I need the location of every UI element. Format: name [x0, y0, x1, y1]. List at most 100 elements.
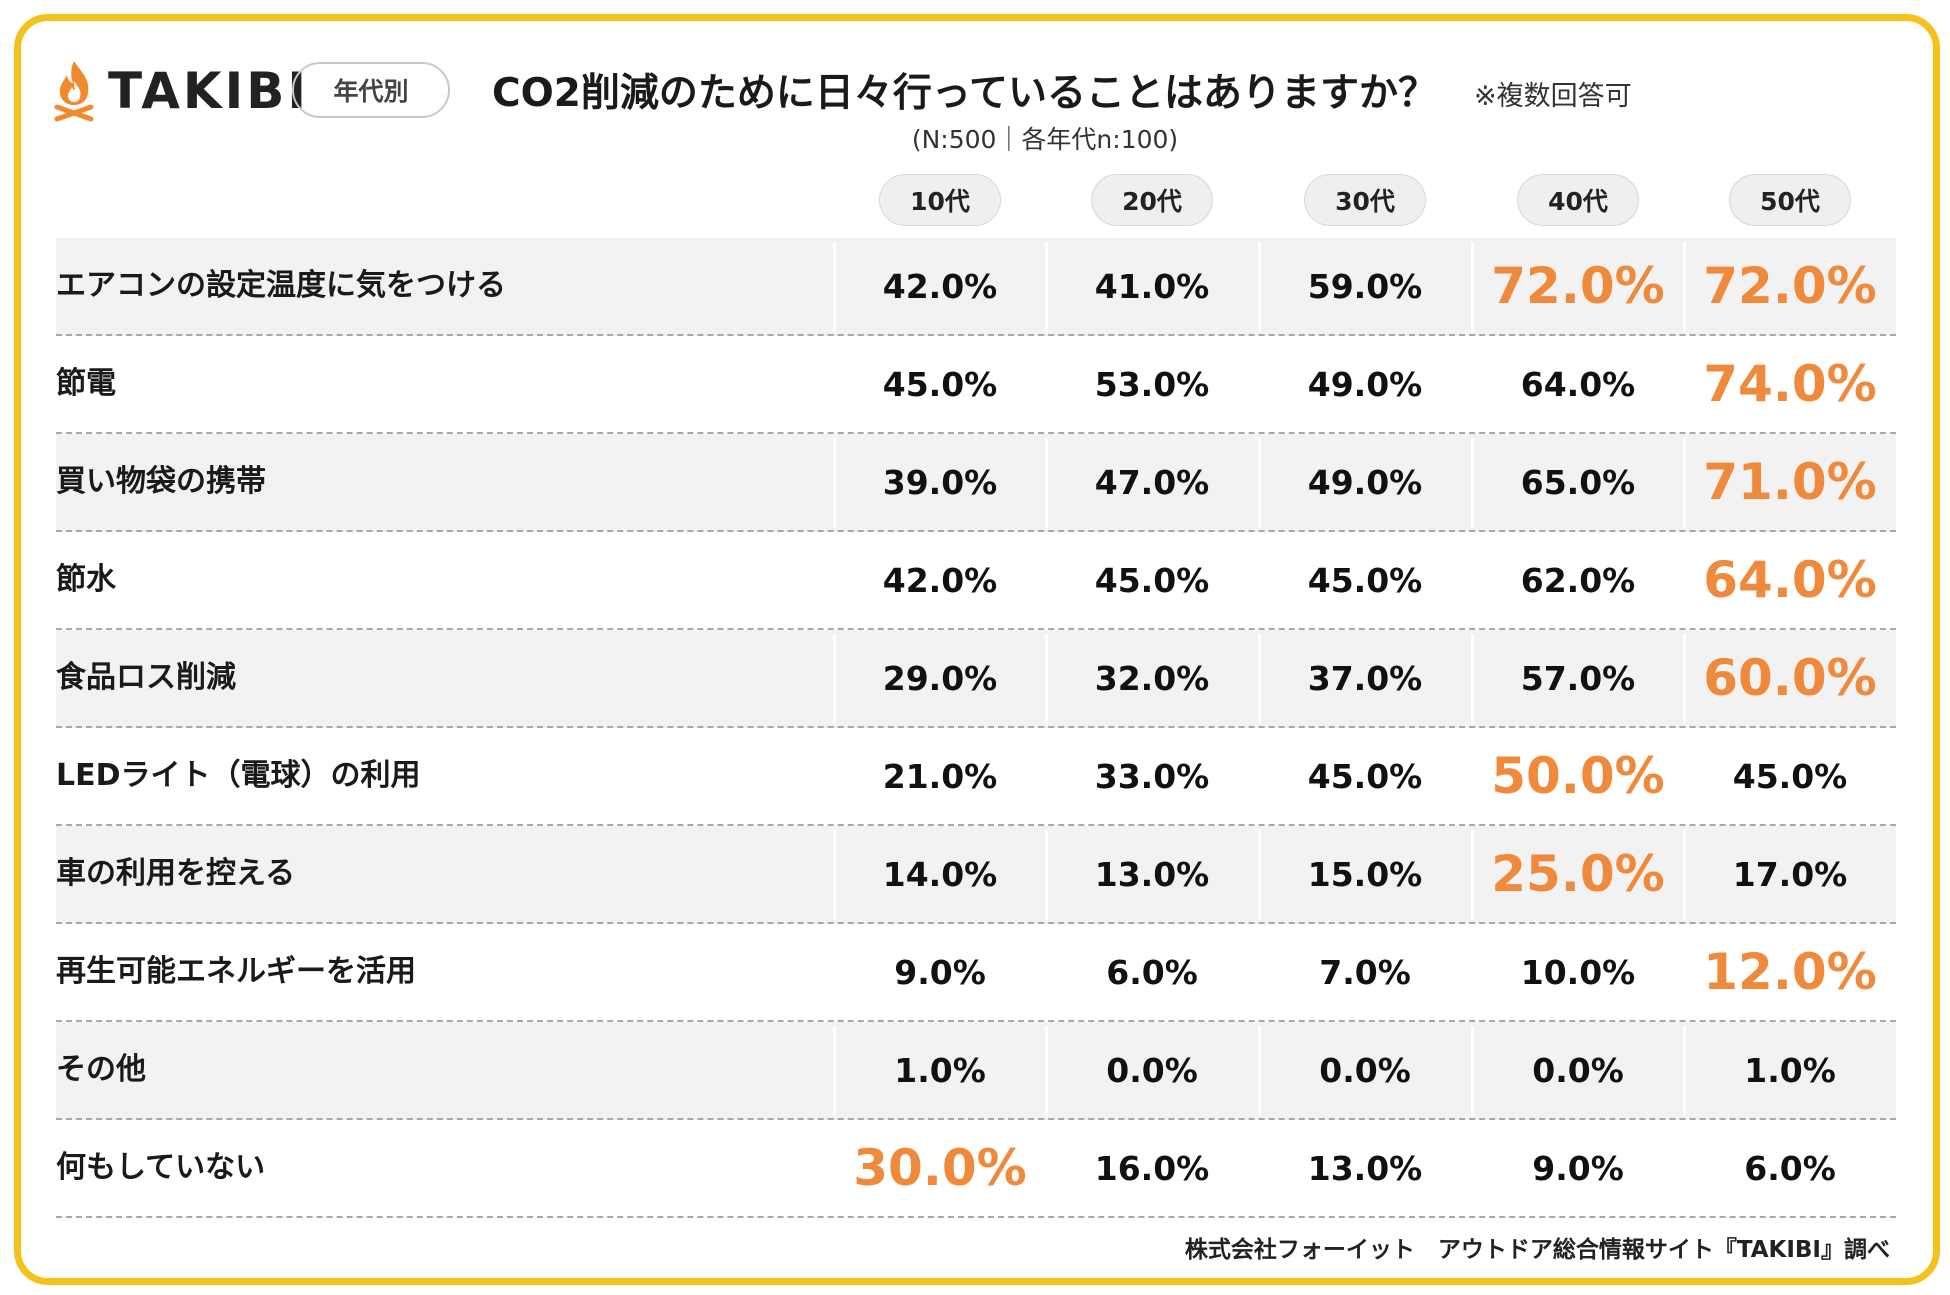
value-cell: 49.0% [1307, 364, 1423, 404]
value-cell: 0.0% [1106, 1050, 1198, 1090]
column-separator [1258, 1026, 1261, 1116]
table-row: 食品ロス削減 29.0% 32.0% 37.0% 57.0% 60.0% [56, 630, 1896, 728]
chart-subtitle: (N:500｜各年代n:100) [911, 125, 1179, 154]
column-separator [1045, 830, 1048, 920]
table-row: 再生可能エネルギーを活用 9.0% 6.0% 7.0% 10.0% 12.0% [56, 924, 1896, 1022]
column-separator [1045, 438, 1048, 528]
table-row: その他 1.0% 0.0% 0.0% 0.0% 1.0% [56, 1022, 1896, 1120]
value-cell: 33.0% [1094, 756, 1210, 796]
value-cell: 45.0% [1732, 756, 1848, 796]
table-row: 買い物袋の携帯 39.0% 47.0% 49.0% 65.0% 71.0% [56, 434, 1896, 532]
column-separator [1471, 438, 1474, 528]
column-header: 30代 [1304, 174, 1426, 226]
highlighted-value-cell: 50.0% [1491, 747, 1665, 805]
highlighted-value-cell: 72.0% [1703, 257, 1877, 315]
row-label: 節水 [56, 562, 116, 597]
value-cell: 64.0% [1520, 364, 1636, 404]
value-cell: 29.0% [882, 658, 998, 698]
column-header: 20代 [1091, 174, 1213, 226]
value-cell: 53.0% [1094, 364, 1210, 404]
value-cell: 47.0% [1094, 462, 1210, 502]
value-cell: 9.0% [1532, 1148, 1624, 1188]
row-label: 再生可能エネルギーを活用 [56, 954, 416, 989]
value-cell: 42.0% [882, 266, 998, 306]
value-cell: 59.0% [1307, 266, 1423, 306]
row-label: 節電 [56, 366, 116, 401]
column-header: 10代 [879, 174, 1001, 226]
value-cell: 41.0% [1094, 266, 1210, 306]
column-separator [1471, 242, 1474, 332]
row-label: 買い物袋の携帯 [56, 464, 266, 499]
value-cell: 7.0% [1319, 952, 1411, 992]
table-row: 節水 42.0% 45.0% 45.0% 62.0% 64.0% [56, 532, 1896, 630]
value-cell: 45.0% [1307, 560, 1423, 600]
value-cell: 21.0% [882, 756, 998, 796]
campfire-icon [54, 61, 94, 122]
column-separator [1683, 242, 1686, 332]
value-cell: 14.0% [882, 854, 998, 894]
value-cell: 57.0% [1520, 658, 1636, 698]
value-cell: 0.0% [1319, 1050, 1411, 1090]
value-cell: 6.0% [1744, 1148, 1836, 1188]
table-row: LEDライト（電球）の利用 21.0% 33.0% 45.0% 50.0% 45.0% [56, 728, 1896, 826]
row-label: 何もしていない [56, 1150, 266, 1185]
column-header: 50代 [1729, 174, 1851, 226]
value-cell: 45.0% [1307, 756, 1423, 796]
row-label: その他 [56, 1052, 146, 1087]
highlighted-value-cell: 71.0% [1703, 453, 1877, 511]
highlighted-value-cell: 60.0% [1703, 649, 1877, 707]
row-label: エアコンの設定温度に気をつける [56, 268, 506, 303]
table-row: 節電 45.0% 53.0% 49.0% 64.0% 74.0% [56, 336, 1896, 434]
value-cell: 45.0% [1094, 560, 1210, 600]
value-cell: 49.0% [1307, 462, 1423, 502]
column-separator [1683, 438, 1686, 528]
table-row: 何もしていない 30.0% 16.0% 13.0% 9.0% 6.0% [56, 1120, 1896, 1218]
highlighted-value-cell: 74.0% [1703, 355, 1877, 413]
chart-title: CO2削減のために日々行っていることはありますか？ [492, 71, 1437, 116]
row-label: 食品ロス削減 [56, 660, 236, 695]
logo-text: TAKIBI [108, 62, 309, 120]
column-separator [1258, 830, 1261, 920]
column-separator [833, 242, 836, 332]
takibi-logo: TAKIBI [52, 56, 309, 126]
highlighted-value-cell: 72.0% [1491, 257, 1665, 315]
column-separator [1471, 1026, 1474, 1116]
value-cell: 65.0% [1520, 462, 1636, 502]
column-separator [833, 438, 836, 528]
highlighted-value-cell: 25.0% [1491, 845, 1665, 903]
table-row: 車の利用を控える 14.0% 13.0% 15.0% 25.0% 17.0% [56, 826, 1896, 924]
column-separator [1258, 242, 1261, 332]
value-cell: 15.0% [1307, 854, 1423, 894]
column-separator [1045, 242, 1048, 332]
value-cell: 6.0% [1106, 952, 1198, 992]
value-cell: 62.0% [1520, 560, 1636, 600]
row-label: 車の利用を控える [56, 856, 296, 891]
value-cell: 32.0% [1094, 658, 1210, 698]
value-cell: 1.0% [894, 1050, 986, 1090]
column-separator [1045, 634, 1048, 724]
column-header: 40代 [1517, 174, 1639, 226]
column-separator [1683, 634, 1686, 724]
title-note: ※複数回答可 [1474, 81, 1632, 112]
value-cell: 13.0% [1094, 854, 1210, 894]
source-footer: 株式会社フォーイット アウトドア総合情報サイト『TAKIBI』調べ [1184, 1237, 1890, 1263]
column-separator [1258, 438, 1261, 528]
value-cell: 42.0% [882, 560, 998, 600]
value-cell: 10.0% [1520, 952, 1636, 992]
value-cell: 45.0% [882, 364, 998, 404]
column-separator [1471, 830, 1474, 920]
value-cell: 13.0% [1307, 1148, 1423, 1188]
highlighted-value-cell: 12.0% [1703, 943, 1877, 1001]
value-cell: 37.0% [1307, 658, 1423, 698]
value-cell: 0.0% [1532, 1050, 1624, 1090]
column-separator [1258, 634, 1261, 724]
column-separator [1683, 1026, 1686, 1116]
column-separator [1045, 1026, 1048, 1116]
value-cell: 16.0% [1094, 1148, 1210, 1188]
row-label: LEDライト（電球）の利用 [56, 758, 421, 793]
value-cell: 39.0% [882, 462, 998, 502]
value-cell: 9.0% [894, 952, 986, 992]
column-separator [1471, 634, 1474, 724]
column-separator [1683, 830, 1686, 920]
highlighted-value-cell: 30.0% [853, 1139, 1027, 1197]
